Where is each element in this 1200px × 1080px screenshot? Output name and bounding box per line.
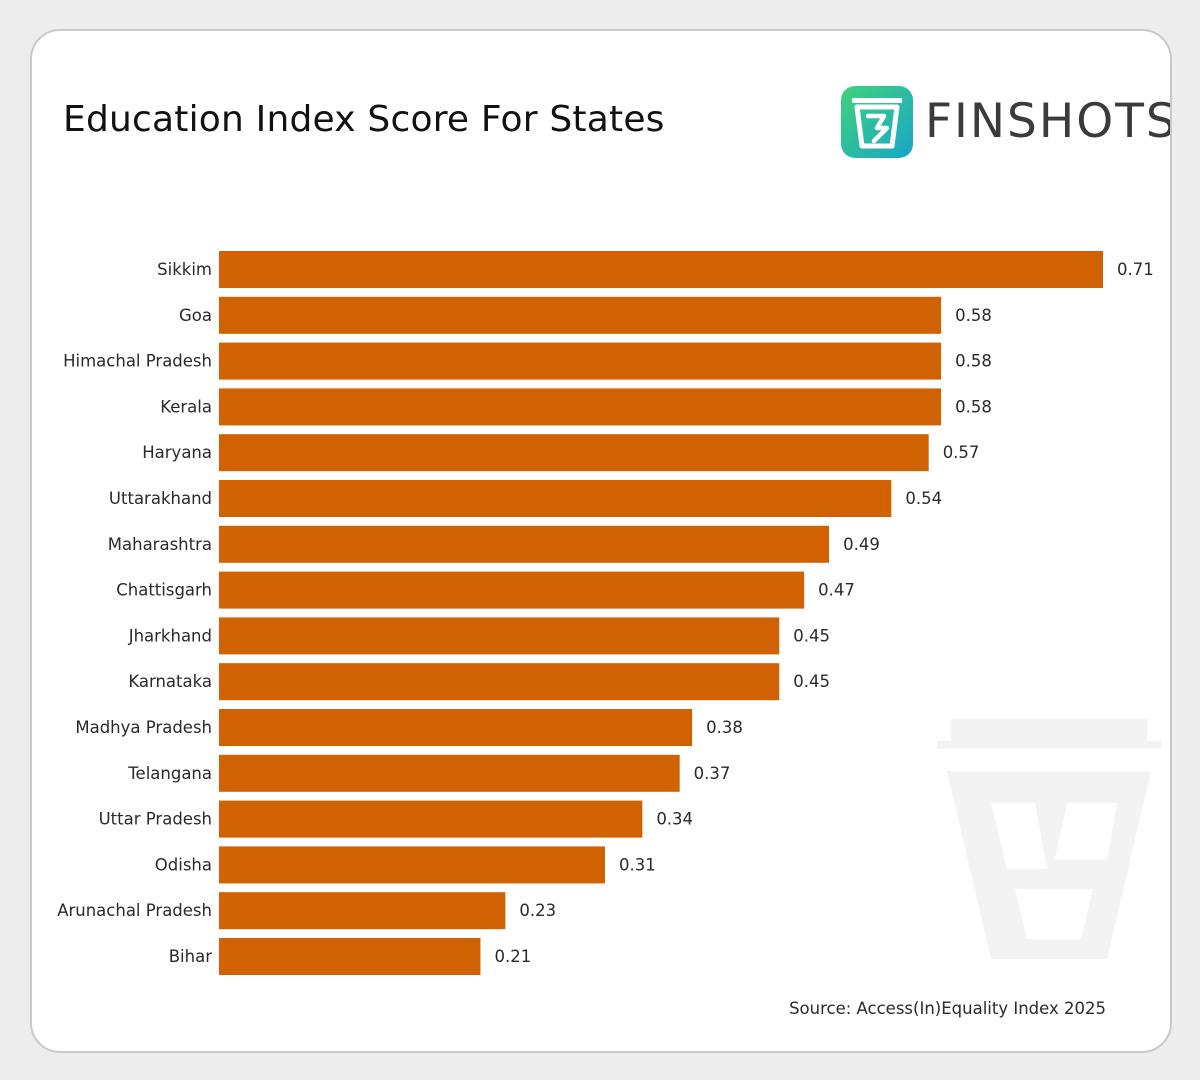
- value-label-chattisgarh: 0.47: [818, 581, 855, 600]
- bar-himachal-pradesh: [219, 342, 942, 380]
- value-label-bihar: 0.21: [494, 947, 531, 966]
- bar-madhya-pradesh: [219, 709, 693, 746]
- value-label-karnataka: 0.45: [793, 672, 830, 691]
- category-label-kerala: Kerala: [160, 397, 212, 416]
- chart-title: Education Index Score For States: [63, 99, 665, 140]
- bar-sikkim: [219, 251, 1103, 288]
- bar-uttarakhand: [219, 480, 892, 517]
- value-label-arunachal-pradesh: 0.23: [519, 901, 556, 920]
- value-label-madhya-pradesh: 0.38: [706, 718, 743, 737]
- bar-jharkhand: [219, 617, 780, 655]
- category-label-chattisgarh: Chattisgarh: [116, 581, 212, 600]
- category-label-jharkhand: Jharkhand: [128, 626, 212, 645]
- finshots-logo-icon: [841, 86, 913, 158]
- category-label-himachal-pradesh: Himachal Pradesh: [63, 352, 212, 371]
- finshots-watermark-icon: [937, 719, 1161, 959]
- category-label-uttarakhand: Uttarakhand: [109, 489, 212, 508]
- category-label-sikkim: Sikkim: [157, 260, 212, 279]
- category-label-madhya-pradesh: Madhya Pradesh: [75, 718, 212, 737]
- value-label-uttarakhand: 0.54: [905, 489, 942, 508]
- category-label-telangana: Telangana: [127, 764, 212, 783]
- value-label-sikkim: 0.71: [1117, 260, 1154, 279]
- brand-name: FINSHOTS: [925, 94, 1172, 149]
- value-label-jharkhand: 0.45: [793, 626, 830, 645]
- bar-karnataka: [219, 663, 780, 701]
- bar-chattisgarh: [219, 571, 805, 609]
- bar-haryana: [219, 434, 929, 472]
- value-label-uttar-pradesh: 0.34: [656, 810, 693, 829]
- bar-kerala: [219, 388, 942, 426]
- bar-odisha: [219, 846, 605, 884]
- value-label-himachal-pradesh: 0.58: [955, 352, 992, 371]
- source-note: Source: Access(In)Equality Index 2025: [789, 999, 1106, 1018]
- chart-card: Education Index Score For States FINSHOT…: [30, 29, 1172, 1053]
- bar-bihar: [219, 938, 481, 975]
- bar-goa: [219, 296, 942, 334]
- value-label-kerala: 0.58: [955, 397, 992, 416]
- category-label-uttar-pradesh: Uttar Pradesh: [99, 810, 212, 829]
- bar-telangana: [219, 754, 680, 792]
- value-label-odisha: 0.31: [619, 855, 656, 874]
- category-label-goa: Goa: [179, 306, 212, 325]
- value-label-maharashtra: 0.49: [843, 535, 880, 554]
- category-label-arunachal-pradesh: Arunachal Pradesh: [57, 901, 212, 920]
- bar-uttar-pradesh: [219, 800, 643, 838]
- value-label-telangana: 0.37: [694, 764, 731, 783]
- bar-maharashtra: [219, 525, 830, 563]
- category-label-maharashtra: Maharashtra: [108, 535, 212, 554]
- category-label-odisha: Odisha: [155, 855, 212, 874]
- category-label-haryana: Haryana: [142, 443, 212, 462]
- category-label-karnataka: Karnataka: [128, 672, 212, 691]
- bar-arunachal-pradesh: [219, 892, 506, 930]
- category-label-bihar: Bihar: [169, 947, 212, 966]
- value-label-goa: 0.58: [955, 306, 992, 325]
- value-label-haryana: 0.57: [943, 443, 980, 462]
- bar-chart: Sikkim 0.71 Goa 0.58 Himachal Pradesh 0.58 Ker…: [57, 251, 1154, 975]
